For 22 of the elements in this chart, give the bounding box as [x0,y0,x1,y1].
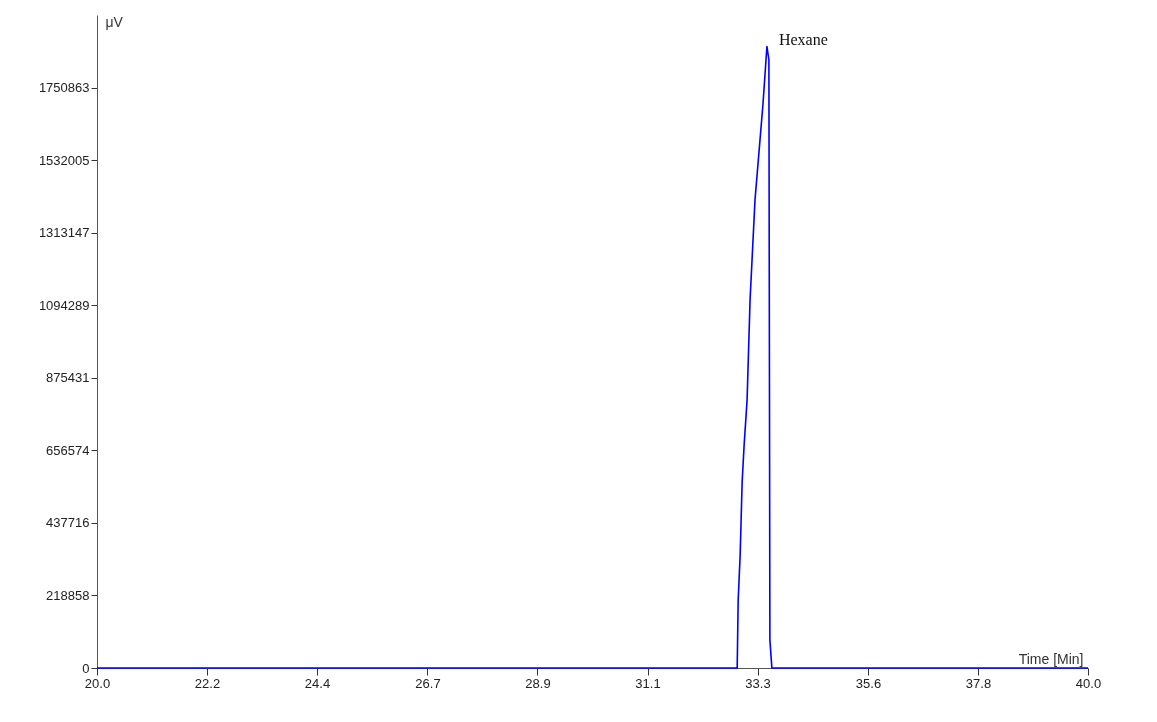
x-tick-label: 26.7 [415,675,441,691]
y-tick-label: 875431 [46,370,90,386]
annotation: Hexane [778,31,828,49]
x-tick-label: 35.6 [855,675,882,691]
x-tick-label: 24.4 [304,675,331,691]
y-tick-label: 1532005 [38,152,90,168]
x-tick-label: 20.0 [84,675,111,691]
y-tick-label: 1313147 [38,225,90,241]
y-tick-label: 437716 [46,515,90,531]
y-tick-label: 656574 [46,442,90,458]
x-axis-title: Time [Min] [1018,650,1084,667]
x-tick-label: 33.3 [745,675,771,691]
y-tick-label: 1094289 [38,297,90,313]
x-tick-label: 28.9 [525,675,551,691]
y-tick-label: 1750863 [38,80,90,96]
y-axis-title: μV [105,13,124,30]
x-tick-label: 31.1 [635,675,661,691]
x-tick-label: 37.8 [965,675,992,691]
x-tick-label: 40.0 [1075,675,1102,691]
y-tick-label: 0 [82,660,90,676]
y-tick-label: 218858 [46,587,90,603]
x-tick-label: 22.2 [194,675,221,691]
